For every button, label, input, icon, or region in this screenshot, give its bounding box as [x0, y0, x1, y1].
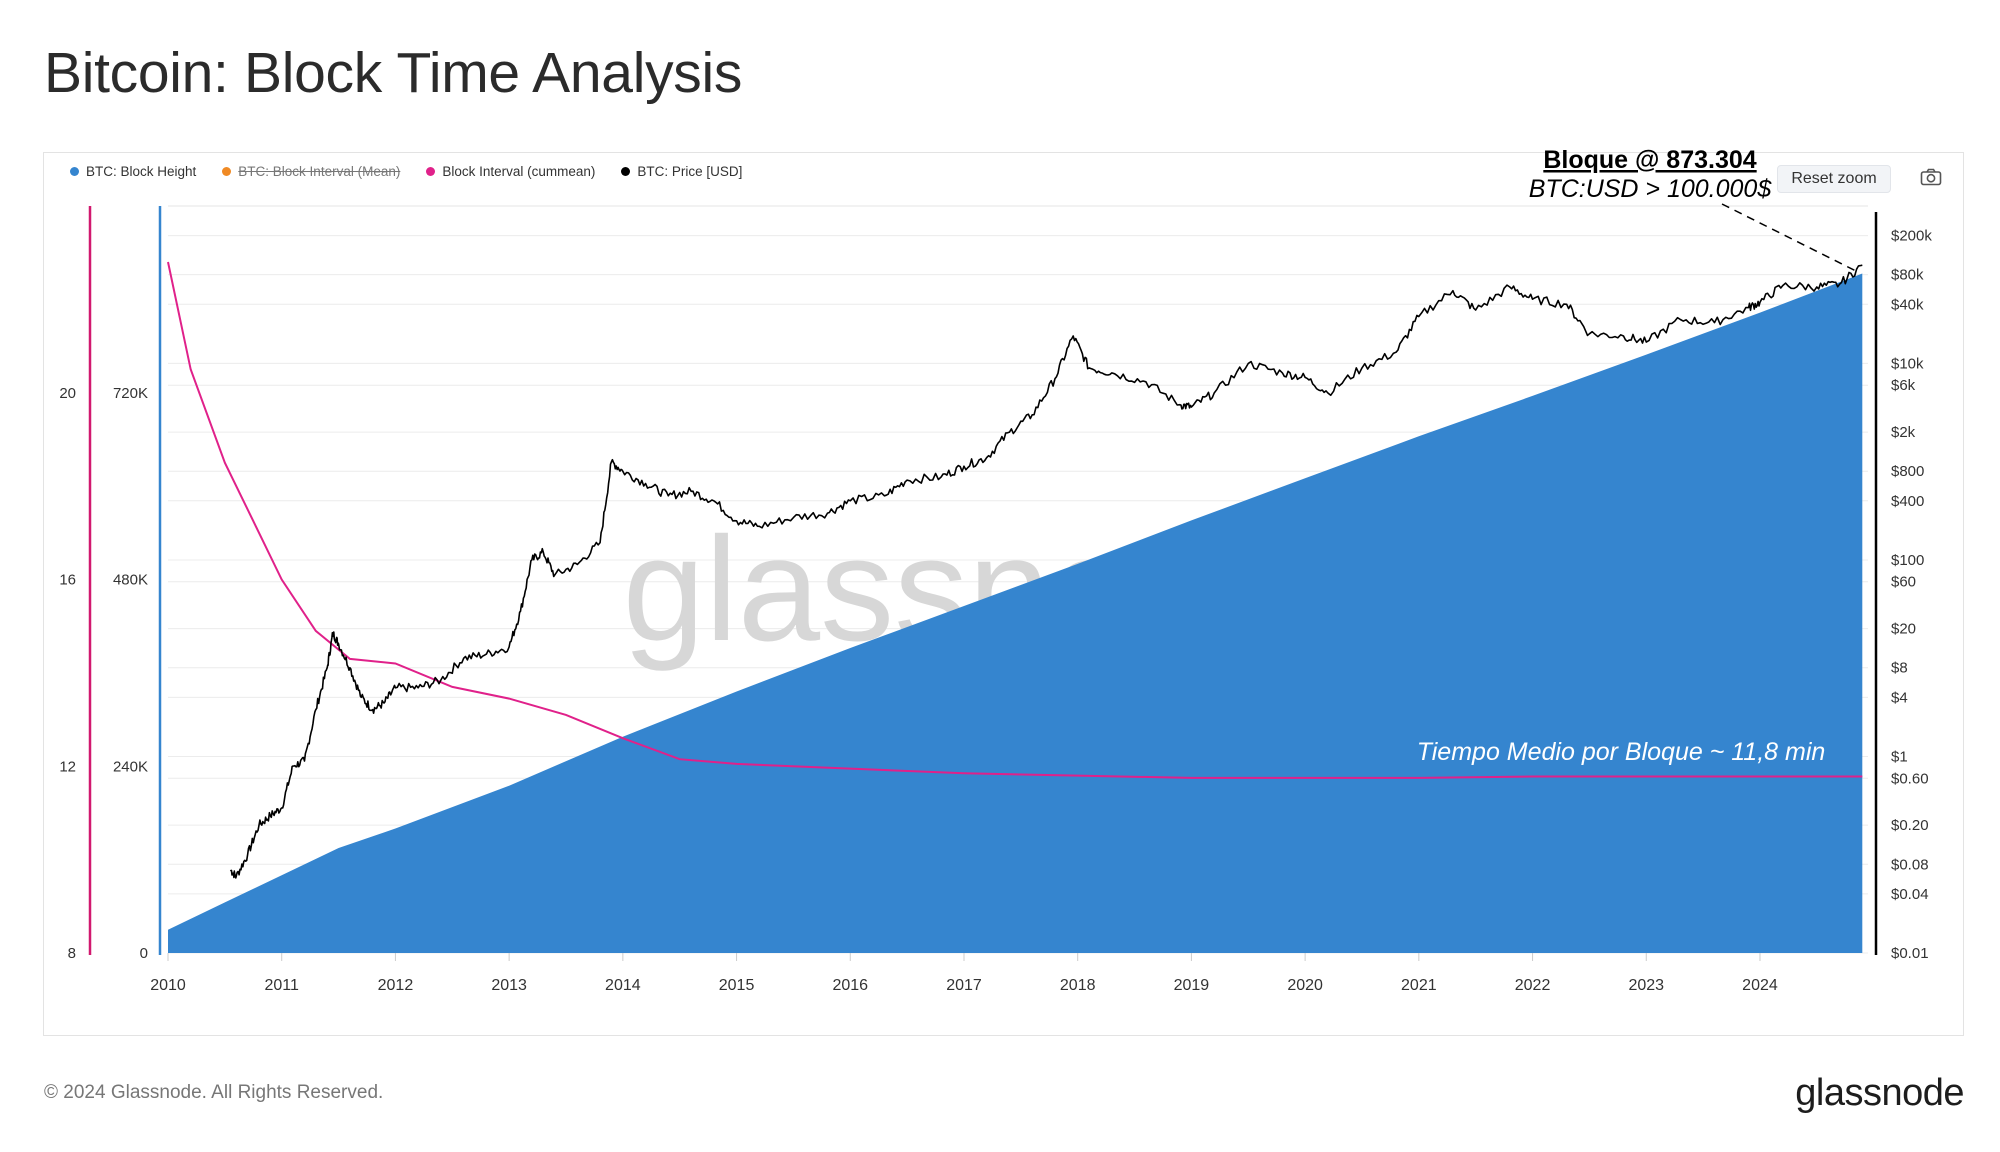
block-height-area — [168, 273, 1863, 953]
price-tick-label: $80k — [1891, 267, 1924, 284]
x-tick-label: 2011 — [265, 977, 300, 994]
annotation-mean-time: Tiempo Medio por Bloque ~ 11,8 min — [1417, 738, 1826, 766]
legend-dot-block-interval-mean — [222, 167, 232, 176]
price-tick-label: $8 — [1891, 660, 1908, 677]
x-tick-label: 2014 — [605, 977, 641, 994]
x-tick-label: 2016 — [832, 977, 868, 994]
x-tick-label: 2012 — [378, 977, 414, 994]
price-tick-label: $800 — [1891, 463, 1924, 480]
x-tick-label: 2024 — [1742, 977, 1778, 994]
x-tick-label: 2018 — [1060, 977, 1096, 994]
legend-label: BTC: Block Height — [86, 164, 197, 179]
price-tick-label: $20 — [1891, 621, 1916, 638]
price-tick-label: $10k — [1891, 355, 1924, 372]
price-tick-label: $0.20 — [1891, 817, 1929, 834]
price-tick-label: $40k — [1891, 296, 1924, 313]
block-interval-cummean-line — [167, 261, 1863, 779]
price-tick-label: $0.01 — [1891, 945, 1929, 962]
ticks-layer: 8 12 16 20 0 240K 480K 720K $200k $80k $40k $10k $6k… — [59, 228, 1932, 994]
legend-item-block-interval-cummean[interactable]: Block Interval (cummean) — [426, 164, 595, 179]
interval-tick-label: 12 — [59, 758, 76, 775]
legend-label: Block Interval (cummean) — [442, 164, 596, 179]
legend-dot-block-height — [70, 167, 79, 176]
price-tick-label: $6k — [1891, 377, 1916, 394]
x-tick-label: 2010 — [150, 977, 186, 994]
height-tick-label: 240K — [113, 758, 148, 775]
price-tick-label: $0.60 — [1891, 770, 1929, 787]
price-tick-label: $60 — [1891, 574, 1916, 591]
price-tick-label: $0.04 — [1891, 886, 1929, 903]
camera-icon[interactable] — [1918, 166, 1944, 188]
interval-tick-label: 8 — [68, 945, 76, 962]
x-tick-label: 2019 — [1174, 977, 1210, 994]
price-tick-label: $4 — [1891, 689, 1908, 706]
chart-legend: BTC: Block Height BTC: Block Interval (M… — [70, 164, 742, 179]
annotation-block-height: Bloque @ 873.304 — [1543, 146, 1756, 174]
x-tick-label: 2022 — [1515, 977, 1551, 994]
price-tick-label: $400 — [1891, 493, 1924, 510]
x-tick-label: 2021 — [1401, 977, 1437, 994]
reset-zoom-button[interactable]: Reset zoom — [1777, 165, 1891, 193]
legend-item-block-interval-mean[interactable]: BTC: Block Interval (Mean) — [222, 164, 400, 179]
price-tick-label: $200k — [1891, 228, 1932, 245]
annotation-btc-usd: BTC:USD > 100.000$ — [1529, 175, 1773, 203]
x-tick-label: 2015 — [719, 977, 755, 994]
price-tick-label: $0.08 — [1891, 856, 1929, 873]
x-tick-label: 2023 — [1628, 977, 1664, 994]
height-tick-label: 720K — [113, 385, 148, 402]
annotation-pointer-line — [1721, 203, 1859, 273]
btc-price-line — [229, 264, 1863, 879]
legend-label: BTC: Price [USD] — [637, 164, 743, 179]
price-tick-label: $2k — [1891, 424, 1916, 441]
price-tick-label: $100 — [1891, 552, 1924, 569]
legend-item-btc-price[interactable]: BTC: Price [USD] — [621, 164, 742, 179]
legend-label: BTC: Block Interval (Mean) — [238, 164, 401, 179]
glassnode-logo: glassnode — [1795, 1072, 1964, 1114]
legend-item-block-height[interactable]: BTC: Block Height — [70, 164, 196, 179]
page-title: Bitcoin: Block Time Analysis — [44, 41, 743, 105]
price-tick-label: $1 — [1891, 748, 1908, 765]
legend-dot-btc-price — [621, 167, 631, 176]
copyright-text: © 2024 Glassnode. All Rights Reserved. — [44, 1082, 384, 1103]
height-tick-label: 480K — [113, 572, 148, 589]
interval-tick-label: 20 — [59, 385, 76, 402]
camera-icon-glyph — [1920, 168, 1942, 186]
x-tick-label: 2020 — [1287, 977, 1323, 994]
axes-layer — [88, 206, 1878, 955]
height-tick-label: 0 — [140, 945, 148, 962]
interval-tick-label: 16 — [59, 572, 76, 589]
legend-dot-block-interval-cummean — [426, 167, 436, 176]
x-tick-label: 2017 — [946, 977, 982, 994]
x-tick-label: 2013 — [491, 977, 527, 994]
